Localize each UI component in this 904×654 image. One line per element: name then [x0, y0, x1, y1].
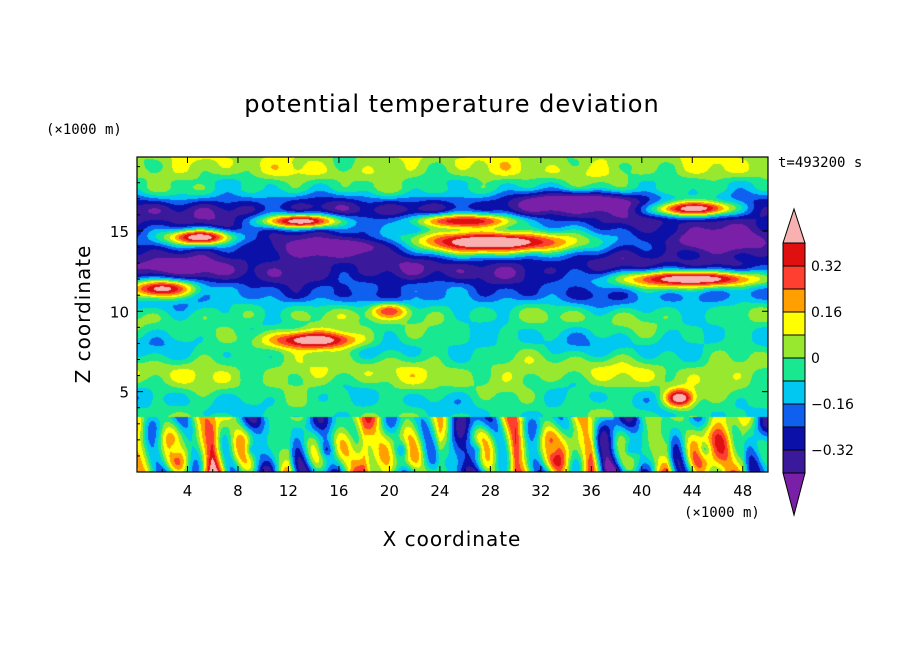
x-tick-label: 16	[329, 482, 348, 500]
x-axis-label: X coordinate	[383, 527, 522, 551]
x-unit-label: (×1000 m)	[684, 505, 760, 521]
y-tick-label: 15	[110, 223, 129, 241]
colorbar-label: 0.32	[811, 259, 842, 275]
colorbar-label: 0.16	[811, 305, 842, 321]
colorbar-box	[782, 357, 806, 382]
y-tick-label: 10	[110, 303, 129, 321]
x-tick-label: 4	[183, 482, 193, 500]
colorbar-box	[782, 242, 806, 267]
colorbar-box	[782, 449, 806, 474]
x-tick-label: 36	[582, 482, 601, 500]
colorbar-box	[782, 403, 806, 428]
colorbar: −0.32 −0.16 0 0.16 0.32	[782, 207, 854, 517]
chart-title: potential temperature deviation	[244, 90, 659, 118]
x-tick-label: 44	[683, 482, 702, 500]
colorbar-label: 0	[811, 351, 820, 367]
colorbar-box	[782, 265, 806, 290]
y-tick-label: 5	[119, 384, 129, 402]
plot-frame	[136, 156, 769, 473]
colorbar-box	[782, 380, 806, 405]
colorbar-box	[782, 311, 806, 336]
x-axis-ticks: 4 8 12 16 20 24 28 32 36 40 44 48	[161, 157, 752, 500]
x-tick-label: 20	[380, 482, 399, 500]
heatmap-field	[137, 157, 768, 472]
heatmap-canvas	[137, 157, 768, 472]
x-tick-label: 48	[733, 482, 752, 500]
y-unit-label: (×1000 m)	[46, 122, 122, 138]
x-tick-label: 12	[279, 482, 298, 500]
x-tick-label: 8	[233, 482, 243, 500]
x-tick-label: 28	[481, 482, 500, 500]
x-tick-label: 32	[531, 482, 550, 500]
x-tick-label: 24	[430, 482, 449, 500]
colorbar-box	[782, 426, 806, 451]
colorbar-arrow-bottom	[782, 472, 806, 517]
y-axis-label: Z coordinate	[71, 245, 95, 384]
colorbar-box	[782, 334, 806, 359]
colorbar-arrow-top	[782, 207, 806, 244]
colorbar-box	[782, 288, 806, 313]
colorbar-label: −0.32	[811, 443, 854, 459]
time-label: t=493200 s	[778, 155, 862, 171]
x-tick-label: 40	[632, 482, 651, 500]
y-axis-ticks: 5 10 15	[110, 166, 768, 457]
colorbar-label: −0.16	[811, 397, 854, 413]
